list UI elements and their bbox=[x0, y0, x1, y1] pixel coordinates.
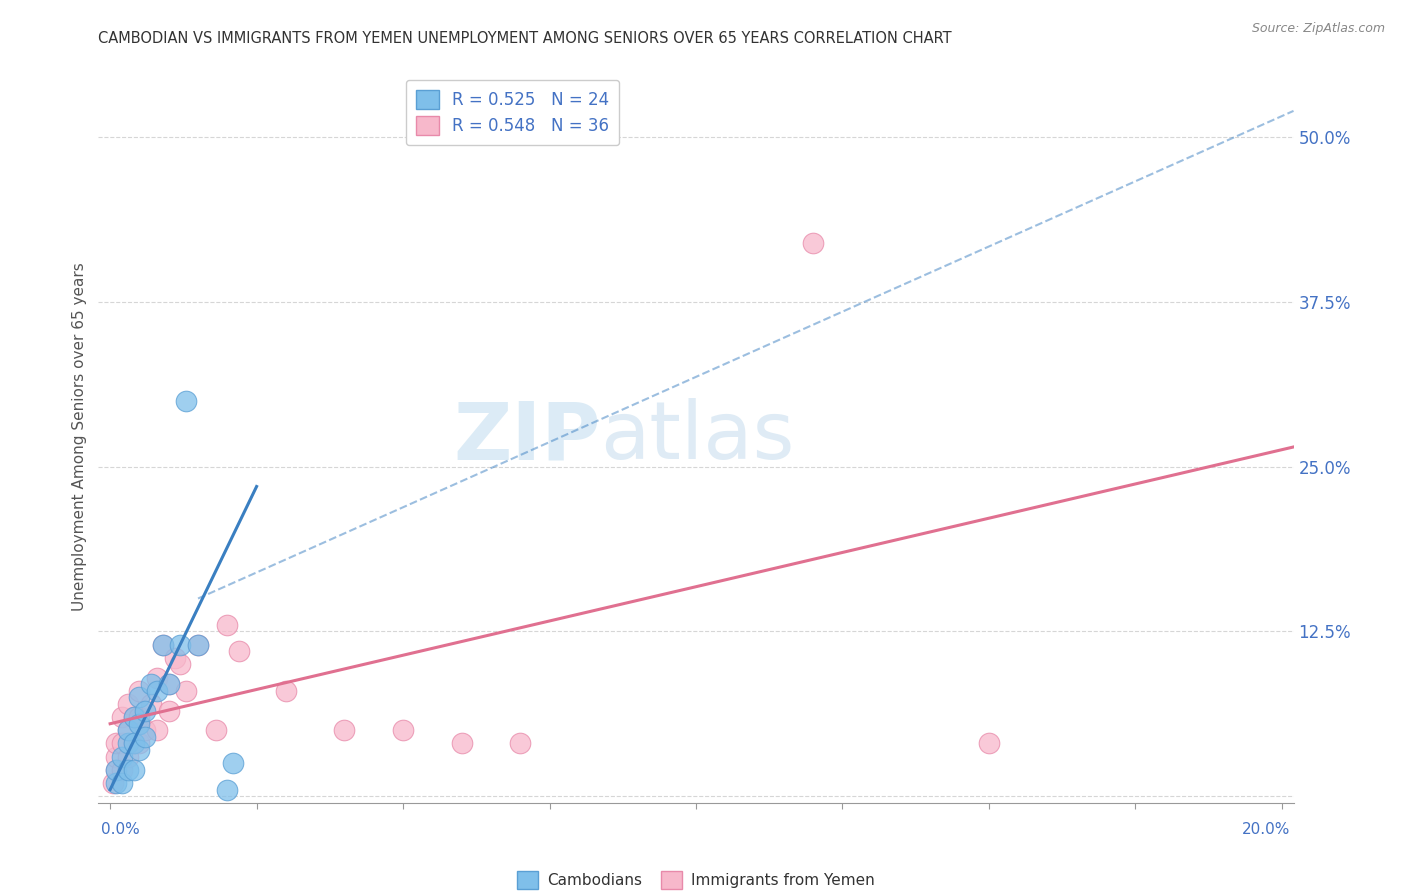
Legend: Cambodians, Immigrants from Yemen: Cambodians, Immigrants from Yemen bbox=[510, 865, 882, 892]
Point bbox=[187, 638, 209, 652]
Point bbox=[157, 704, 180, 718]
Point bbox=[122, 737, 145, 751]
Point bbox=[105, 763, 128, 777]
Point bbox=[117, 723, 139, 738]
Point bbox=[274, 683, 297, 698]
Point bbox=[152, 638, 174, 652]
Point bbox=[801, 235, 824, 250]
Text: ZIP: ZIP bbox=[453, 398, 600, 476]
Point bbox=[128, 690, 150, 705]
Point bbox=[217, 618, 239, 632]
Point bbox=[111, 763, 134, 777]
Point bbox=[105, 737, 128, 751]
Y-axis label: Unemployment Among Seniors over 65 years: Unemployment Among Seniors over 65 years bbox=[72, 263, 87, 611]
Point bbox=[122, 763, 145, 777]
Text: atlas: atlas bbox=[600, 398, 794, 476]
Point bbox=[163, 650, 186, 665]
Point bbox=[157, 677, 180, 691]
Point bbox=[141, 677, 163, 691]
Point bbox=[217, 782, 239, 797]
Point bbox=[111, 737, 134, 751]
Point bbox=[101, 776, 124, 790]
Point bbox=[128, 683, 150, 698]
Point bbox=[134, 704, 156, 718]
Point bbox=[122, 737, 145, 751]
Point bbox=[146, 723, 169, 738]
Point bbox=[146, 671, 169, 685]
Point bbox=[105, 776, 128, 790]
Point bbox=[128, 743, 150, 757]
Point bbox=[169, 638, 191, 652]
Point bbox=[117, 737, 139, 751]
Point bbox=[141, 697, 163, 711]
Point bbox=[117, 723, 139, 738]
Point bbox=[392, 723, 415, 738]
Point bbox=[204, 723, 226, 738]
Point bbox=[105, 763, 128, 777]
Point bbox=[128, 737, 150, 751]
Point bbox=[174, 683, 197, 698]
Point bbox=[122, 710, 145, 724]
Point bbox=[174, 393, 197, 408]
Text: 20.0%: 20.0% bbox=[1243, 822, 1291, 837]
Point bbox=[105, 749, 128, 764]
Point bbox=[117, 749, 139, 764]
Point bbox=[134, 723, 156, 738]
Point bbox=[157, 677, 180, 691]
Point bbox=[134, 730, 156, 744]
Point bbox=[450, 737, 472, 751]
Point bbox=[169, 657, 191, 672]
Text: Source: ZipAtlas.com: Source: ZipAtlas.com bbox=[1251, 22, 1385, 36]
Point bbox=[111, 749, 134, 764]
Point bbox=[333, 723, 356, 738]
Point bbox=[117, 763, 139, 777]
Point bbox=[117, 697, 139, 711]
Point bbox=[111, 710, 134, 724]
Text: CAMBODIAN VS IMMIGRANTS FROM YEMEN UNEMPLOYMENT AMONG SENIORS OVER 65 YEARS CORR: CAMBODIAN VS IMMIGRANTS FROM YEMEN UNEMP… bbox=[98, 31, 952, 46]
Point bbox=[509, 737, 531, 751]
Point bbox=[228, 644, 250, 658]
Point bbox=[128, 716, 150, 731]
Point bbox=[111, 776, 134, 790]
Text: 0.0%: 0.0% bbox=[101, 822, 141, 837]
Point bbox=[128, 710, 150, 724]
Point bbox=[222, 756, 245, 771]
Point bbox=[146, 683, 169, 698]
Point bbox=[152, 638, 174, 652]
Point bbox=[122, 710, 145, 724]
Point bbox=[187, 638, 209, 652]
Point bbox=[977, 737, 1000, 751]
